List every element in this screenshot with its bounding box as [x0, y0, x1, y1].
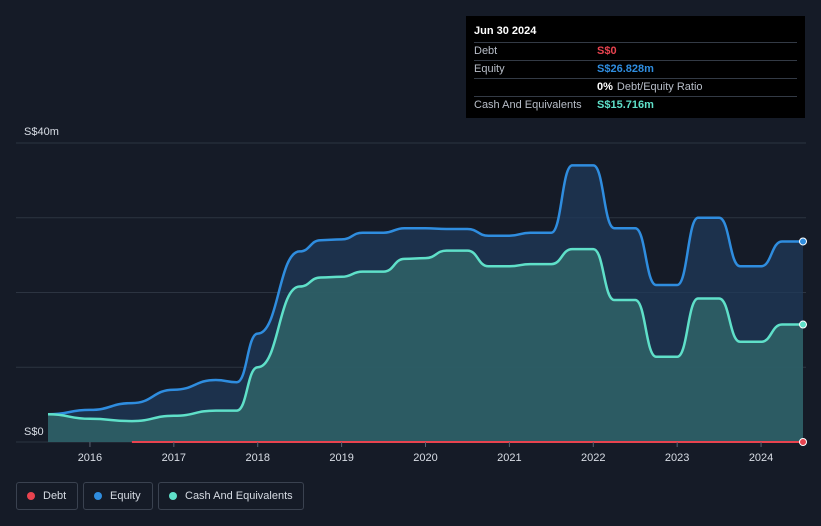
- x-tick-label: 2017: [162, 452, 186, 464]
- cash-line: [47, 247, 803, 423]
- tooltip-debt-label: Debt: [474, 45, 498, 57]
- y-tick-label-max: S$40m: [24, 126, 59, 138]
- x-tick-label: 2020: [413, 452, 437, 464]
- tooltip-date: Jun 30 2024: [474, 25, 537, 37]
- tooltip-debt-value: S$0: [597, 45, 617, 57]
- tooltip-cash-value: S$15.716m: [597, 99, 654, 111]
- legend-item-cash[interactable]: Cash And Equivalents: [158, 482, 304, 510]
- legend-debt-label: Debt: [43, 490, 67, 502]
- tooltip-row-equity: Equity S$26.828m: [474, 60, 797, 78]
- legend-cash-label: Cash And Equivalents: [185, 490, 293, 502]
- hover-tooltip: Jun 30 2024 Debt S$0 Equity S$26.828m 0%…: [466, 16, 805, 118]
- area-layer: [48, 165, 803, 442]
- legend-equity-label: Equity: [110, 490, 141, 502]
- tooltip-equity-label: Equity: [474, 63, 505, 75]
- equity-end-marker: [799, 237, 807, 246]
- tooltip-row-ratio: 0% Debt/Equity Ratio: [474, 78, 797, 96]
- x-tick-label: 2022: [581, 452, 605, 464]
- x-tick-label: 2019: [329, 452, 353, 464]
- x-tick-label: 2018: [245, 452, 269, 464]
- tooltip-equity-value: S$26.828m: [597, 63, 654, 75]
- x-axis-tick-labels: 2016 2017 2018 2019 2020 2021 2022 2023 2024: [78, 442, 773, 464]
- x-tick-label: 2023: [665, 452, 689, 464]
- tooltip-ratio-value: 0%: [597, 81, 613, 93]
- y-tick-label-zero: S$0: [24, 426, 44, 438]
- end-markers: [799, 237, 807, 446]
- tooltip-row-cash: Cash And Equivalents S$15.716m: [474, 96, 797, 114]
- tooltip-cash-label: Cash And Equivalents: [474, 99, 582, 111]
- cash-area: [48, 249, 803, 442]
- x-tick-label: 2021: [497, 452, 521, 464]
- y-axis-tick-labels: S$40m S$0: [24, 126, 59, 438]
- cash-dot-icon: [169, 492, 177, 500]
- line-layer: [47, 164, 803, 443]
- x-tick-label: 2024: [749, 452, 773, 464]
- tooltip-row-debt: Debt S$0: [474, 42, 797, 60]
- debt-end-marker: [799, 438, 807, 446]
- tooltip-ratio-text: Debt/Equity Ratio: [616, 81, 703, 93]
- equity-line: [47, 164, 803, 416]
- legend-item-debt[interactable]: Debt: [16, 482, 78, 510]
- debt-dot-icon: [27, 492, 35, 500]
- cash-end-marker: [799, 320, 807, 329]
- x-tick-label: 2016: [78, 452, 102, 464]
- equity-dot-icon: [94, 492, 102, 500]
- legend-item-equity[interactable]: Equity: [83, 482, 153, 510]
